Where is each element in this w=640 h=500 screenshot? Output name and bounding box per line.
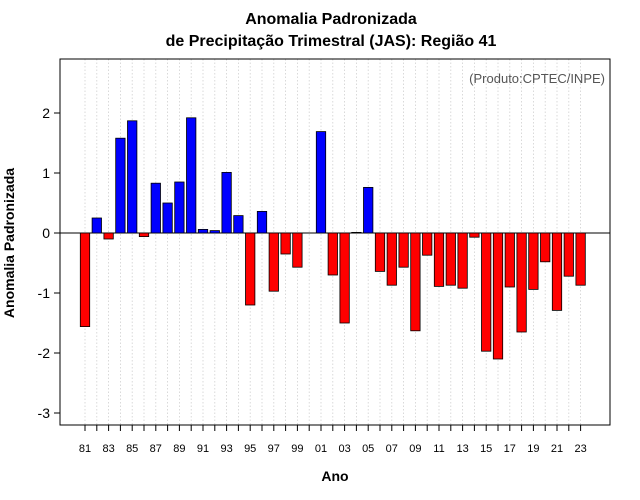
bar-17	[504, 232, 515, 288]
y-tick-label: 2	[42, 105, 50, 121]
credit-label: (Produto:CPTEC/INPE)	[469, 71, 605, 86]
bar-93	[221, 171, 232, 234]
y-tick-label: -1	[38, 285, 51, 301]
bar-08	[398, 232, 409, 268]
bar-84	[115, 137, 126, 234]
bar-09	[410, 232, 421, 332]
bar-82	[91, 217, 102, 234]
x-tick-label: 05	[362, 443, 374, 455]
x-axis: 81 83 85 87 89 91 93 95 97 99 01 03 05 07 09 11 13 15 17 19…	[79, 425, 587, 455]
bar-02	[327, 232, 338, 276]
bar-83	[103, 232, 114, 240]
x-tick-label: 99	[291, 443, 303, 455]
bar-87	[150, 182, 161, 234]
bar-95	[245, 232, 256, 306]
x-tick-label: 15	[480, 443, 492, 455]
bar-89	[174, 181, 185, 234]
x-tick-label: 11	[433, 443, 444, 455]
x-tick-label: 17	[504, 443, 516, 455]
x-tick-label: 13	[456, 443, 468, 455]
bar-92	[209, 230, 220, 234]
bars	[79, 117, 586, 360]
y-tick-label: -2	[38, 345, 51, 361]
y-tick-label: 1	[42, 165, 50, 181]
y-tick-label: -3	[38, 405, 51, 421]
x-tick-label: 83	[102, 443, 114, 455]
chart-title: Anomalia Padronizada	[245, 11, 417, 28]
x-axis-label: Ano	[321, 468, 348, 484]
x-tick-label: 81	[79, 443, 91, 455]
bar-85	[127, 120, 138, 234]
x-tick-label: 23	[574, 443, 586, 455]
bar-19	[528, 232, 539, 290]
bar-97	[268, 232, 279, 292]
y-axis-label: Anomalia Padronizada	[1, 168, 17, 318]
bar-90	[186, 117, 197, 234]
bar-11	[433, 232, 445, 287]
bar-07	[386, 232, 397, 286]
x-tick-label: 89	[173, 443, 185, 455]
x-tick-label: 95	[244, 443, 256, 455]
bar-13	[457, 232, 468, 289]
chart-subtitle: de Precipitação Trimestral (JAS): Região…	[166, 33, 497, 50]
bar-22	[563, 232, 574, 277]
bar-18	[516, 232, 527, 333]
x-tick-label: 03	[338, 443, 350, 455]
x-tick-label: 19	[527, 443, 539, 455]
bar-91	[197, 228, 209, 234]
y-tick-label: 0	[42, 225, 50, 241]
bar-96	[256, 210, 268, 234]
bar-06	[374, 232, 386, 272]
bar-16	[492, 232, 504, 360]
bar-98	[280, 232, 291, 255]
x-tick-label: 85	[126, 443, 138, 455]
bar-20	[540, 232, 551, 263]
bar-12	[445, 232, 456, 286]
bar-88	[162, 202, 173, 234]
bar-10	[422, 232, 433, 256]
bar-05	[363, 186, 374, 234]
x-tick-label: 93	[220, 443, 232, 455]
x-tick-label: 09	[409, 443, 421, 455]
grid-lines	[84, 59, 581, 425]
bar-01	[315, 131, 327, 234]
x-tick-label: 87	[150, 443, 162, 455]
x-tick-label: 21	[551, 443, 563, 455]
bar-23	[575, 232, 586, 286]
plot-frame	[59, 58, 611, 426]
bar-04	[351, 231, 362, 234]
x-tick-label: 07	[386, 443, 398, 455]
bar-03	[339, 232, 350, 324]
bar-86	[138, 232, 150, 237]
x-tick-label: 01	[315, 443, 327, 455]
bar-14	[469, 232, 480, 238]
y-axis: -3 -2 -1 0 1 2	[38, 105, 60, 421]
bar-94	[233, 215, 244, 234]
bar-21	[551, 232, 563, 311]
bar-99	[292, 232, 303, 268]
x-tick-label: 97	[268, 443, 280, 455]
bar-15	[481, 232, 492, 352]
x-tick-label: 91	[197, 443, 209, 455]
bar-81	[79, 232, 91, 327]
